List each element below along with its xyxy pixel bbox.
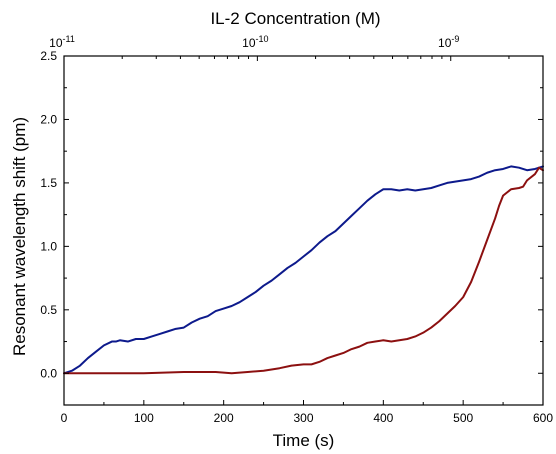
y-tick-label: 2.5 — [40, 49, 57, 63]
plot-frame — [63, 55, 544, 406]
y-tick-label: 0.0 — [40, 366, 57, 380]
y-tick-label: 0.5 — [40, 303, 57, 317]
x-tick-label: 100 — [134, 411, 154, 425]
x-tick-label: 200 — [214, 411, 234, 425]
y-tick-label: 1.5 — [40, 176, 57, 190]
x-tick-label: 300 — [293, 411, 313, 425]
x-tick-label: 500 — [453, 411, 473, 425]
y-tick-label: 1.0 — [40, 239, 57, 253]
top-tick-label: 10-9 — [438, 34, 459, 50]
x-tick-label: 0 — [61, 411, 68, 425]
x-tick-label: 600 — [533, 411, 553, 425]
series-line-1 — [63, 165, 544, 375]
y-tick-label: 2.0 — [40, 112, 57, 126]
series-line-2 — [63, 166, 544, 375]
ticks-layer: 0 100 200 300 400 500 6000.00.51.01.52.02.510-… — [40, 34, 553, 425]
top-tick-label: 10-11 — [49, 34, 75, 50]
x-axis-title: Time (s) — [273, 431, 335, 450]
x-tick-label: 400 — [373, 411, 393, 425]
series-layer — [63, 165, 544, 375]
top-tick-label: 10-10 — [242, 34, 268, 50]
top-axis-title: IL-2 Concentration (M) — [210, 9, 380, 28]
y-axis-title: Resonant wavelength shift (pm) — [10, 117, 29, 356]
